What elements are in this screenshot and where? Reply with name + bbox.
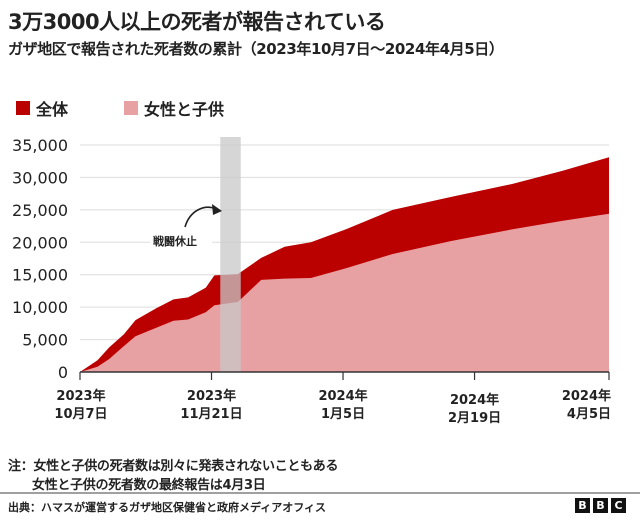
footer-divider	[0, 492, 640, 494]
y-tick-label: 35,000	[12, 136, 68, 155]
ceasefire-annotation: 戦闘休止	[150, 204, 222, 248]
y-tick-label: 30,000	[12, 168, 68, 187]
x-axis-ticks: 2023年 10月7日 2023年 11月21日 2024年 1月5日 2024年 2月19日…	[54, 372, 611, 426]
legend-label-women-children: 女性と子供	[144, 100, 225, 119]
x-tick-label: 1月5日	[321, 407, 365, 422]
bbc-logo-b2: B	[593, 498, 608, 513]
arrowhead-icon	[212, 204, 222, 215]
x-tick-label: 2024年	[318, 388, 367, 404]
y-tick-label: 25,000	[12, 201, 68, 220]
x-tick-label: 2023年	[56, 388, 105, 404]
chart-subtitle: ガザ地区で報告された死者数の累計（2023年10月7日～2024年4月5日）	[8, 40, 504, 58]
y-tick-label: 10,000	[12, 298, 68, 317]
y-tick-label: 20,000	[12, 233, 68, 252]
note-line-1: 注：女性と子供の死者数は別々に発表されないこともある	[8, 459, 339, 474]
area-women-children	[80, 213, 609, 372]
y-tick-label: 0	[58, 363, 68, 382]
x-tick-label: 4月5日	[567, 407, 611, 422]
x-tick-label: 2月19日	[448, 411, 501, 426]
chart-plot: 0 5,000 10,000 15,000 20,000 25,000 30,000 35,0…	[12, 136, 611, 426]
ceasefire-band	[220, 137, 241, 372]
legend-label-total: 全体	[36, 100, 69, 119]
note-line-2: 女性と子供の死者数の最終報告は4月3日	[32, 478, 266, 493]
bbc-logo-c: C	[611, 498, 626, 513]
legend: 全体 女性と子供	[16, 96, 280, 120]
bbc-logo: B B C	[572, 498, 626, 513]
legend-swatch-total	[16, 101, 30, 115]
annotation-label: 戦闘休止	[153, 234, 197, 248]
bbc-logo-b1: B	[575, 498, 590, 513]
source-text: 出典：ハマスが運営するガザ地区保健省と政府メディアオフィス	[8, 501, 327, 514]
legend-item-women-children: 女性と子供	[124, 96, 224, 120]
x-tick-label: 2024年	[562, 388, 611, 404]
legend-swatch-women-children	[124, 101, 139, 115]
x-tick-label: 2023年	[187, 388, 236, 404]
x-tick-label: 11月21日	[180, 407, 242, 422]
legend-item-total: 全体	[16, 96, 68, 120]
y-tick-label: 5,000	[22, 331, 68, 350]
chart-title: 3万3000人以上の死者が報告されている	[8, 10, 386, 34]
y-tick-label: 15,000	[12, 266, 68, 285]
y-axis-ticks: 0 5,000 10,000 15,000 20,000 25,000 30,000 35,0…	[12, 136, 68, 382]
x-tick-label: 10月7日	[54, 407, 107, 422]
x-tick-label: 2024年	[450, 392, 499, 408]
